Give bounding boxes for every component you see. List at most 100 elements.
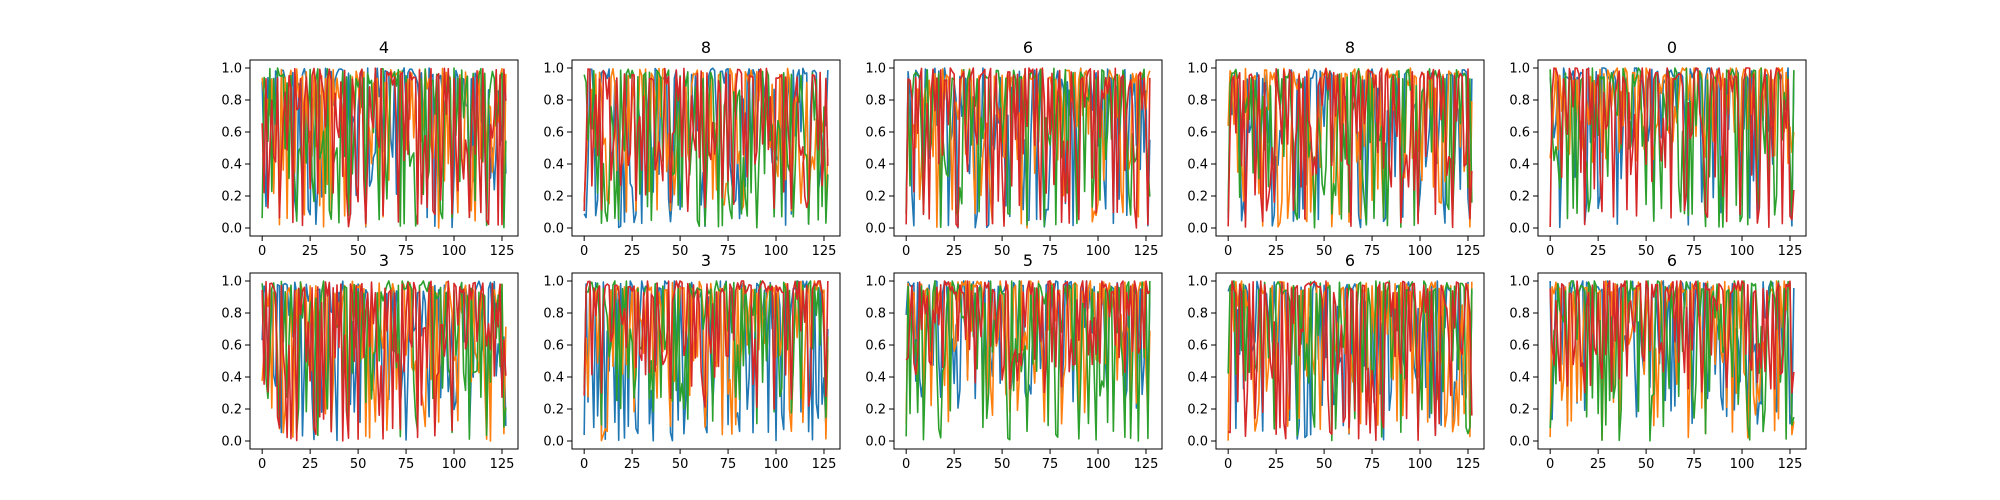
x-tick-label: 125 (812, 457, 837, 472)
series-group (583, 67, 829, 229)
y-tick-label: 1.0 (865, 62, 886, 77)
y-tick-label: 0.4 (1187, 158, 1208, 173)
panel-title: 3 (379, 251, 389, 270)
panel-title: 0 (1667, 38, 1677, 57)
x-tick-label: 25 (302, 244, 319, 259)
x-tick-label: 25 (624, 457, 641, 472)
series-group (261, 280, 507, 442)
x-tick-label: 75 (1364, 244, 1381, 259)
x-tick-label: 25 (302, 457, 319, 472)
y-tick-label: 0.8 (1187, 94, 1208, 109)
y-tick-label: 0.6 (221, 126, 242, 141)
y-tick-label: 1.0 (1187, 275, 1208, 290)
y-tick-label: 0.2 (221, 190, 242, 205)
series-line-3 (1549, 280, 1795, 442)
x-tick-label: 25 (946, 244, 963, 259)
x-tick-label: 125 (1134, 457, 1159, 472)
y-tick-label: 0.6 (1509, 339, 1530, 354)
series-line-3 (261, 280, 507, 440)
series-line-4 (261, 280, 507, 442)
x-tick-label: 125 (1778, 457, 1803, 472)
x-tick-label: 50 (350, 244, 367, 259)
panel-1: 0 25 50 75 100 125 0.0 0.2 0.4 0.6 0.8 1.0 4 (221, 38, 519, 259)
x-tick-label: 125 (1778, 244, 1803, 259)
x-tick-label: 75 (1042, 457, 1059, 472)
axes-frame (1215, 272, 1485, 450)
x-tick-label: 125 (812, 244, 837, 259)
y-tick-label: 0.0 (1187, 435, 1208, 450)
y-tick-label: 0.0 (865, 435, 886, 450)
y-tick-label: 0.4 (543, 158, 564, 173)
x-tick-label: 0 (1224, 244, 1232, 259)
y-tick-label: 0.8 (221, 94, 242, 109)
x-tick-label: 25 (624, 244, 641, 259)
series-line-4 (1549, 67, 1795, 229)
x-tick-label: 25 (1590, 244, 1607, 259)
x-tick-label: 50 (994, 244, 1011, 259)
x-tick-label: 125 (490, 457, 515, 472)
y-tick-label: 0.2 (221, 403, 242, 418)
series-line-4 (261, 67, 507, 228)
x-tick-label: 50 (1638, 457, 1655, 472)
y-tick-label: 1.0 (221, 275, 242, 290)
panel-title: 5 (1023, 251, 1033, 270)
x-tick-label: 75 (398, 244, 415, 259)
y-tick-label: 0.4 (1509, 371, 1530, 386)
y-tick-label: 0.0 (543, 222, 564, 237)
x-tick-label: 125 (1134, 244, 1159, 259)
x-tick-label: 125 (1456, 244, 1481, 259)
y-tick-label: 0.6 (1187, 126, 1208, 141)
y-tick-label: 0.2 (1509, 190, 1530, 205)
panel-title: 4 (379, 38, 389, 57)
y-tick-label: 0.8 (1509, 307, 1530, 322)
axes-frame (1215, 59, 1485, 237)
y-tick-label: 1.0 (1509, 275, 1530, 290)
series-line-3 (583, 68, 829, 229)
x-tick-label: 125 (1456, 457, 1481, 472)
panel-9: 0 25 50 75 100 125 0.0 0.2 0.4 0.6 0.8 1.0 6 (1187, 251, 1485, 472)
x-tick-label: 50 (994, 457, 1011, 472)
panel-title: 6 (1667, 251, 1677, 270)
y-tick-label: 0.2 (865, 403, 886, 418)
series-group (1549, 280, 1795, 442)
series-line-4 (583, 280, 829, 410)
x-tick-label: 125 (490, 244, 515, 259)
x-tick-label: 100 (442, 244, 467, 259)
y-tick-label: 0.4 (1187, 371, 1208, 386)
panel-4: 0 25 50 75 100 125 0.0 0.2 0.4 0.6 0.8 1.0 8 (1187, 38, 1485, 259)
axes-frame (571, 59, 841, 237)
y-tick-label: 0.0 (1509, 222, 1530, 237)
y-tick-label: 0.8 (865, 94, 886, 109)
y-tick-label: 0.2 (543, 190, 564, 205)
series-line-4 (905, 280, 1151, 394)
y-tick-label: 0.8 (865, 307, 886, 322)
panel-title: 8 (701, 38, 711, 57)
series-group (583, 280, 829, 442)
y-tick-label: 0.6 (865, 126, 886, 141)
axes-frame (893, 59, 1163, 237)
axes-frame (571, 272, 841, 450)
y-tick-label: 0.8 (543, 307, 564, 322)
x-tick-label: 0 (580, 244, 588, 259)
x-tick-label: 25 (1590, 457, 1607, 472)
series-line-4 (905, 67, 1151, 229)
series-line-4 (1227, 280, 1473, 442)
y-tick-label: 0.2 (1509, 403, 1530, 418)
x-tick-label: 75 (720, 244, 737, 259)
y-tick-label: 1.0 (221, 62, 242, 77)
series-line-4 (1549, 280, 1795, 394)
x-tick-label: 100 (1086, 244, 1111, 259)
x-tick-label: 100 (1730, 457, 1755, 472)
panel-5: 0 25 50 75 100 125 0.0 0.2 0.4 0.6 0.8 1.0 0 (1509, 38, 1807, 259)
panel-7: 0 25 50 75 100 125 0.0 0.2 0.4 0.6 0.8 1.0 3 (543, 251, 841, 472)
y-tick-label: 0.8 (543, 94, 564, 109)
axes-frame (1537, 272, 1807, 450)
x-tick-label: 50 (672, 457, 689, 472)
y-tick-label: 0.4 (221, 371, 242, 386)
series-group (1227, 280, 1473, 442)
x-tick-label: 100 (1086, 457, 1111, 472)
y-tick-label: 0.6 (543, 339, 564, 354)
series-group (905, 280, 1151, 442)
x-tick-label: 0 (902, 457, 910, 472)
series-line-3 (1227, 67, 1473, 229)
